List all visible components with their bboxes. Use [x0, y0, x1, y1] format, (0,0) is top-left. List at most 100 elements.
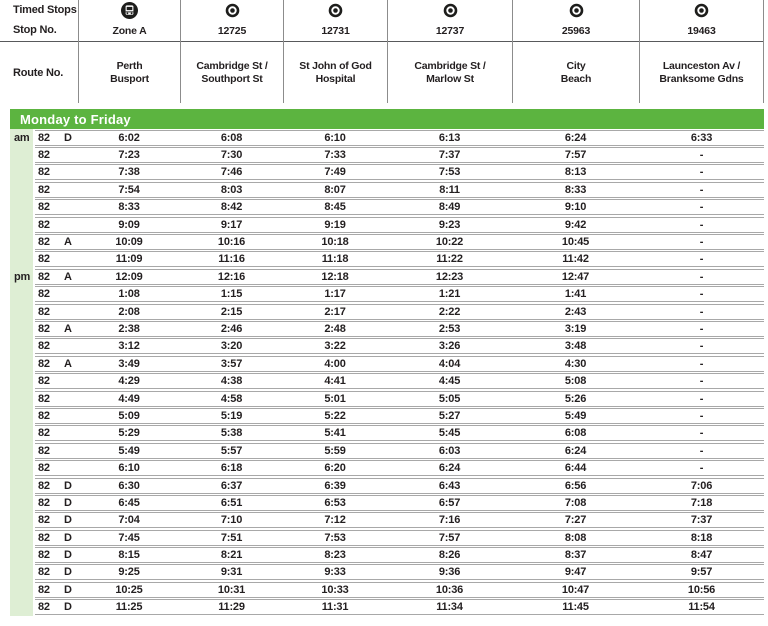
time-cell: 7:16: [438, 514, 461, 527]
trip-row: 82 7:23 7:30 7:33 7:37 7:57 -: [35, 147, 764, 164]
time-cell: 6:10: [118, 462, 140, 475]
time-cell: 2:43: [564, 305, 587, 318]
period-label: [10, 215, 33, 234]
time-cell: -: [699, 444, 704, 457]
period-label: [10, 407, 33, 425]
time-cell: 3:49: [118, 357, 140, 370]
time-cell: 5:29: [118, 427, 140, 440]
stop-name: Cambridge St / Southport St: [196, 59, 268, 85]
period-label: [10, 372, 33, 390]
period-label: [10, 459, 33, 477]
time-cell: 9:19: [324, 218, 346, 231]
time-cell: 10:47: [561, 583, 590, 596]
period-label: [10, 355, 33, 373]
timing-point-icon: [327, 2, 344, 19]
route-number-cell: 82 D: [35, 497, 78, 509]
stop-column-top: 25963: [513, 0, 639, 42]
route-number: 82: [38, 549, 50, 562]
route-note: D: [64, 479, 72, 492]
time-cell: 9:09: [118, 218, 140, 231]
section-title: Monday to Friday: [20, 111, 131, 127]
time-cell: 4:49: [118, 392, 140, 405]
time-cell: 6:44: [564, 462, 587, 475]
stop-number: 12737: [435, 25, 465, 37]
route-number-cell: 82: [35, 149, 78, 161]
timing-point-icon: [568, 2, 585, 19]
time-cell: 1:08: [118, 288, 140, 301]
trip-row: 82 5:09 5:19 5:22 5:27 5:49 -: [35, 407, 764, 424]
time-cell: 11:22: [436, 253, 463, 266]
route-number-cell: 82: [35, 184, 78, 196]
timetable-row: 82 3:12 3:20 3:22 3:26 3:48 -: [10, 337, 764, 356]
route-number: 82: [38, 566, 50, 579]
time-cell: 7:04: [118, 514, 140, 527]
route-number: 82: [38, 149, 50, 162]
trip-row: 82 7:54 8:03 8:07 8:11 8:33 -: [35, 181, 764, 198]
route-number-cell: 82 D: [35, 601, 78, 613]
stop-column-top: Zone A: [79, 0, 180, 42]
timetable-row: 82 D 9:25 9:31 9:33 9:36 9:47 9:57: [10, 563, 764, 582]
time-cell: -: [699, 392, 704, 405]
route-number-cell: 82: [35, 219, 78, 231]
time-cell: -: [699, 201, 704, 214]
time-cell: -: [699, 270, 704, 283]
period-label: [10, 476, 33, 495]
period-label: [10, 563, 33, 582]
time-cell: 5:38: [220, 427, 243, 440]
timetable-row: 82 9:09 9:17 9:19 9:23 9:42 -: [10, 215, 764, 234]
stop-name: Cambridge St / Marlow St: [414, 59, 486, 85]
timetable-row: 82 D 6:45 6:51 6:53 6:57 7:08 7:18: [10, 494, 764, 512]
time-cell: 4:58: [220, 392, 243, 405]
time-cell: 4:00: [324, 357, 346, 370]
time-cell: 7:57: [564, 149, 587, 162]
time-cell: 9:57: [690, 566, 713, 579]
time-cell: 11:18: [321, 253, 349, 266]
time-cell: 7:30: [220, 149, 243, 162]
route-number-cell: 82: [35, 375, 78, 387]
time-cell: 11:31: [321, 601, 349, 614]
route-number-cell: 82 A: [35, 271, 78, 283]
time-cell: 5:19: [220, 409, 243, 422]
trip-row: 82 11:09 11:16 11:18 11:22 11:42 -: [35, 251, 764, 268]
time-cell: -: [699, 322, 704, 335]
route-number: 82: [38, 479, 50, 492]
period-label: [10, 250, 33, 269]
time-cell: 9:42: [564, 218, 587, 231]
time-cell: -: [699, 218, 704, 231]
stop-column-top: 19463: [640, 0, 763, 42]
time-cell: -: [699, 236, 704, 249]
stop-name: City Beach: [560, 59, 592, 85]
stop-column-12731: 12731 St John of God Hospital: [283, 0, 387, 103]
time-cell: 5:41: [324, 427, 346, 440]
time-cell: 6:20: [324, 462, 346, 475]
time-cell: 8:33: [564, 183, 587, 196]
time-cell: 10:16: [217, 236, 246, 249]
time-cell: 8:13: [564, 166, 587, 179]
route-number: 82: [38, 201, 50, 214]
time-cell: 7:45: [118, 531, 140, 544]
time-cell: 6:18: [220, 462, 243, 475]
time-cell: 7:08: [564, 496, 587, 509]
time-cell: 2:15: [220, 305, 243, 318]
time-cell: 3:22: [324, 340, 346, 353]
trip-row: 82 D 10:25 10:31 10:33 10:36 10:47 10:56: [35, 581, 764, 598]
stop-column-top: 12725: [181, 0, 283, 42]
time-cell: 9:31: [220, 566, 243, 579]
header-corner: Timed Stops Stop No. Route No.: [0, 0, 78, 103]
period-label: [10, 163, 33, 182]
time-cell: 7:46: [220, 166, 243, 179]
trip-row: 82 A 3:49 3:57 4:00 4:04 4:30 -: [35, 355, 764, 372]
trip-row: 82 D 6:45 6:51 6:53 6:57 7:08 7:18: [35, 494, 764, 511]
time-cell: 6:10: [324, 131, 346, 144]
time-cell: 6:39: [324, 479, 346, 492]
time-cell: 6:02: [118, 131, 140, 144]
time-cell: 6:24: [564, 131, 587, 144]
route-number-cell: 82 D: [35, 532, 78, 544]
timetable-row: 82 4:49 4:58 5:01 5:05 5:26 -: [10, 389, 764, 408]
trip-row: 82 D 8:15 8:21 8:23 8:26 8:37 8:47: [35, 547, 764, 564]
time-cell: 11:34: [436, 601, 463, 614]
time-cell: -: [699, 357, 704, 370]
period-label: [10, 494, 33, 512]
route-number: 82: [38, 392, 50, 405]
route-no-label: Route No.: [13, 66, 64, 79]
